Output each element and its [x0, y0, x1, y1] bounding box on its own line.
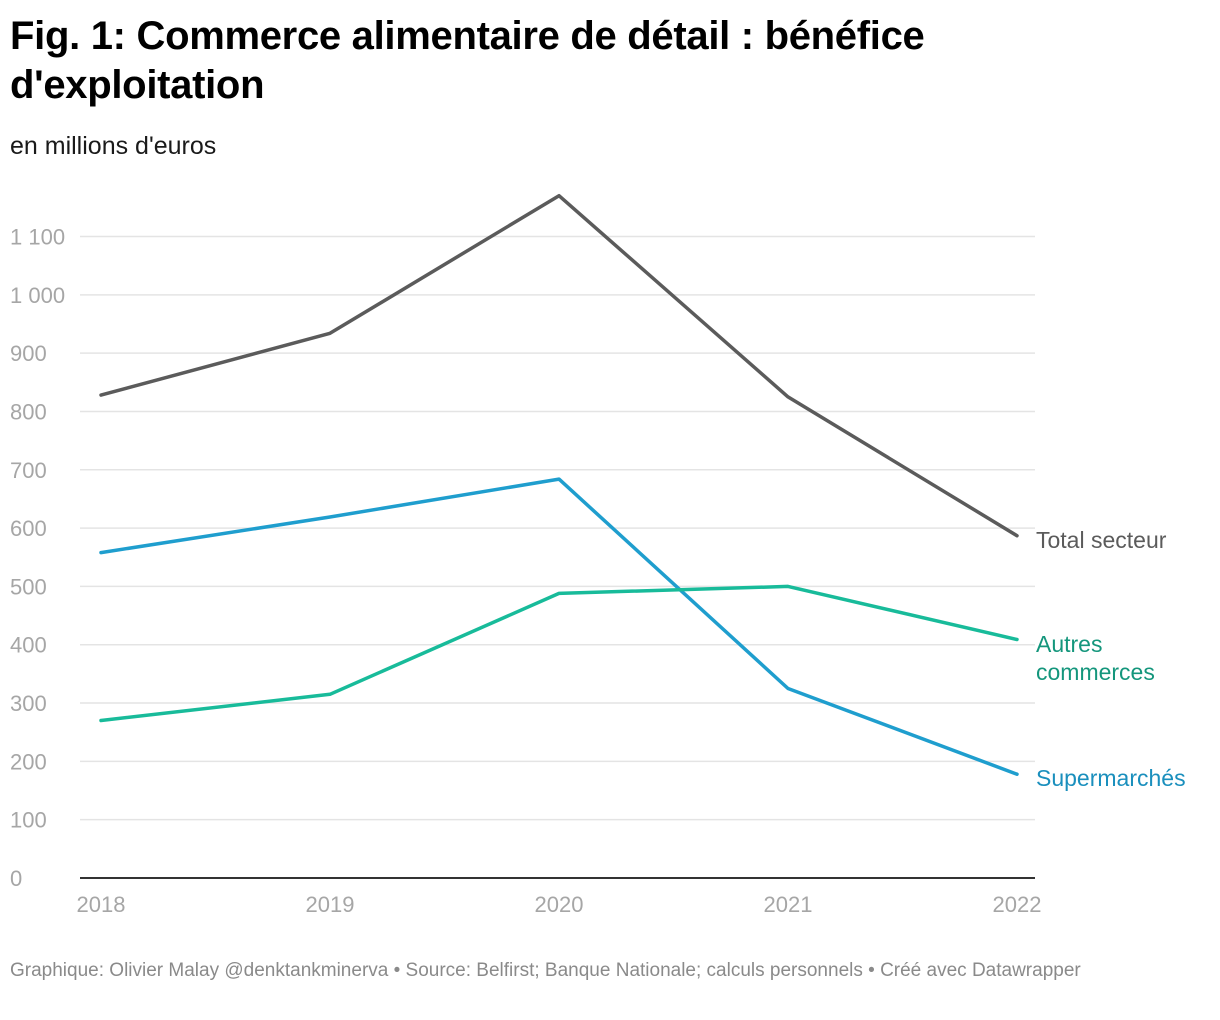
x-tick-label: 2022 — [993, 892, 1042, 917]
chart-subtitle: en millions d'euros — [10, 132, 217, 160]
y-tick-label: 0 — [10, 866, 22, 891]
x-tick-label: 2019 — [306, 892, 355, 917]
series-label: Autres commerces — [1036, 631, 1155, 685]
series-label-line: Autres — [1036, 631, 1102, 657]
y-axis-ticks: 0 100 200 300 400 500 600 700 800 900 1 000 1 100 — [10, 225, 65, 892]
x-axis-ticks: 2018 2019 2020 2021 2022 — [77, 892, 1042, 917]
series-label: Total secteur — [1036, 527, 1167, 553]
y-tick-label: 500 — [10, 574, 47, 599]
series-label-line: Total secteur — [1036, 527, 1167, 553]
series-label-line: commerces — [1036, 659, 1155, 685]
y-tick-label: 300 — [10, 691, 47, 716]
y-tick-label: 200 — [10, 749, 47, 774]
y-tick-label: 800 — [10, 399, 47, 424]
series-label-line: Supermarchés — [1036, 765, 1186, 791]
y-tick-label: 100 — [10, 808, 47, 833]
line-chart: 0 100 200 300 400 500 600 700 800 900 1 000 1 100 2… — [10, 193, 1186, 917]
series-line-autres-commerces — [99, 584, 1019, 723]
series-labels: Total secteur Supermarchés Autres commerces — [1036, 527, 1186, 791]
y-tick-label: 900 — [10, 341, 47, 366]
series-lines — [99, 193, 1019, 776]
y-tick-label: 1 100 — [10, 225, 65, 250]
series-line-supermarch-s — [99, 477, 1019, 776]
y-tick-label: 400 — [10, 633, 47, 658]
y-tick-label: 600 — [10, 516, 47, 541]
gridlines — [80, 235, 1035, 879]
y-tick-label: 700 — [10, 458, 47, 483]
chart-title: Fig. 1: Commerce alimentaire de détail :… — [10, 14, 925, 107]
x-tick-label: 2018 — [77, 892, 126, 917]
series-line-total-secteur — [99, 193, 1019, 538]
x-tick-label: 2020 — [535, 892, 584, 917]
x-tick-label: 2021 — [764, 892, 813, 917]
y-tick-label: 1 000 — [10, 283, 65, 308]
series-label: Supermarchés — [1036, 765, 1186, 791]
chart-footer: Graphique: Olivier Malay @denktankminerv… — [10, 960, 1081, 981]
